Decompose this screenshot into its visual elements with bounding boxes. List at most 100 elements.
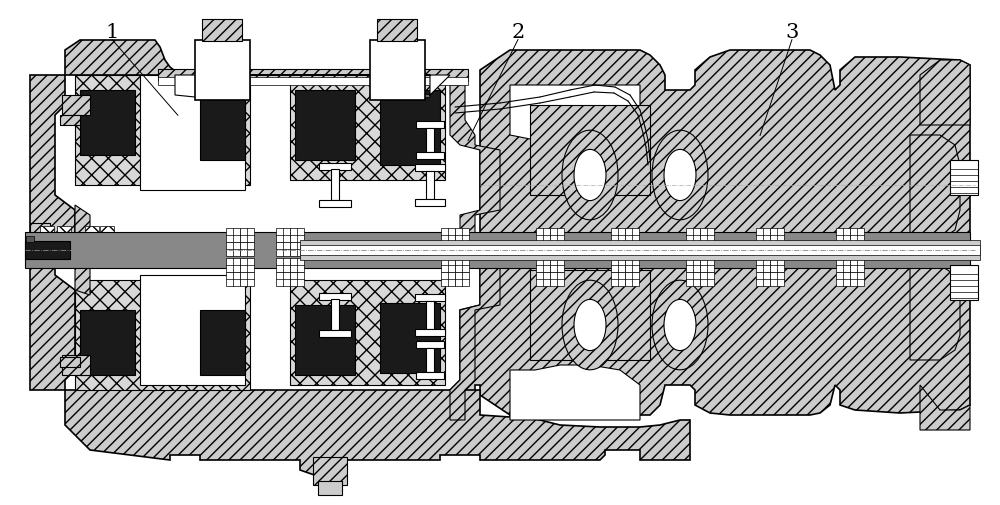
Bar [850,229,864,242]
Bar [276,229,290,242]
Bar [625,229,639,242]
Bar [195,41,250,101]
Polygon shape [510,86,640,146]
Bar [756,229,770,242]
Bar [850,273,864,286]
Bar [770,259,784,273]
Bar [240,229,254,242]
Polygon shape [450,51,970,420]
Bar [416,122,444,129]
Bar [530,106,650,195]
Bar [756,242,770,257]
Bar [550,242,564,257]
Text: 2: 2 [511,23,525,42]
Bar [75,76,250,186]
Bar [415,165,445,172]
Text: 1: 1 [105,23,119,42]
Ellipse shape [562,281,618,370]
Bar [455,273,469,286]
Bar [550,259,564,273]
Bar [290,81,445,181]
Bar [686,259,700,273]
Bar [756,259,770,273]
Bar [57,227,71,240]
Polygon shape [450,86,500,420]
Bar [416,341,444,348]
Bar [536,273,550,286]
Bar [625,259,639,273]
Bar [700,273,714,286]
Bar [240,259,254,273]
Polygon shape [65,41,195,76]
Bar [836,259,850,273]
Bar [700,242,714,257]
Bar [290,280,445,385]
Bar [455,229,469,242]
Bar [300,240,980,261]
Bar [30,235,42,266]
Bar [319,330,351,337]
Bar [950,266,978,300]
Bar [415,199,445,207]
Bar [836,273,850,286]
Bar [770,229,784,242]
Bar [60,116,80,126]
Polygon shape [910,266,960,360]
Bar [850,242,864,257]
Bar [536,242,550,257]
Bar [319,164,351,171]
Bar [140,275,245,385]
Bar [611,273,625,286]
Bar [455,259,469,273]
Bar [426,172,434,199]
Polygon shape [75,206,90,240]
Bar [441,229,455,242]
Bar [756,273,770,286]
Bar [290,229,304,242]
Bar [415,329,445,336]
Bar [100,227,114,240]
Bar [40,227,54,240]
Bar [550,273,564,286]
Ellipse shape [664,300,696,351]
Bar [62,356,90,375]
Bar [836,242,850,257]
Polygon shape [910,136,960,240]
Bar [319,200,351,208]
Bar [226,273,240,286]
Bar [686,229,700,242]
Bar [377,20,417,42]
Bar [611,259,625,273]
Bar [158,70,468,82]
Bar [770,242,784,257]
Bar [25,241,70,260]
Polygon shape [30,76,75,390]
Bar [30,224,50,235]
Bar [313,457,347,485]
Bar [100,243,114,258]
Bar [370,41,425,101]
Bar [140,76,245,190]
Bar [950,161,978,195]
Bar [202,20,242,42]
Bar [850,259,864,273]
Bar [455,242,469,257]
Polygon shape [920,385,970,430]
Ellipse shape [664,150,696,201]
Polygon shape [175,76,450,98]
Ellipse shape [562,131,618,220]
Bar [226,259,240,273]
Bar [240,242,254,257]
Bar [331,170,339,200]
Bar [426,348,434,372]
Bar [290,259,304,273]
Bar [85,243,99,258]
Bar [426,129,434,153]
Bar [319,293,351,300]
Bar [200,86,245,161]
Bar [611,229,625,242]
Bar [85,227,99,240]
Ellipse shape [574,150,606,201]
Bar [700,229,714,242]
Bar [300,245,980,256]
